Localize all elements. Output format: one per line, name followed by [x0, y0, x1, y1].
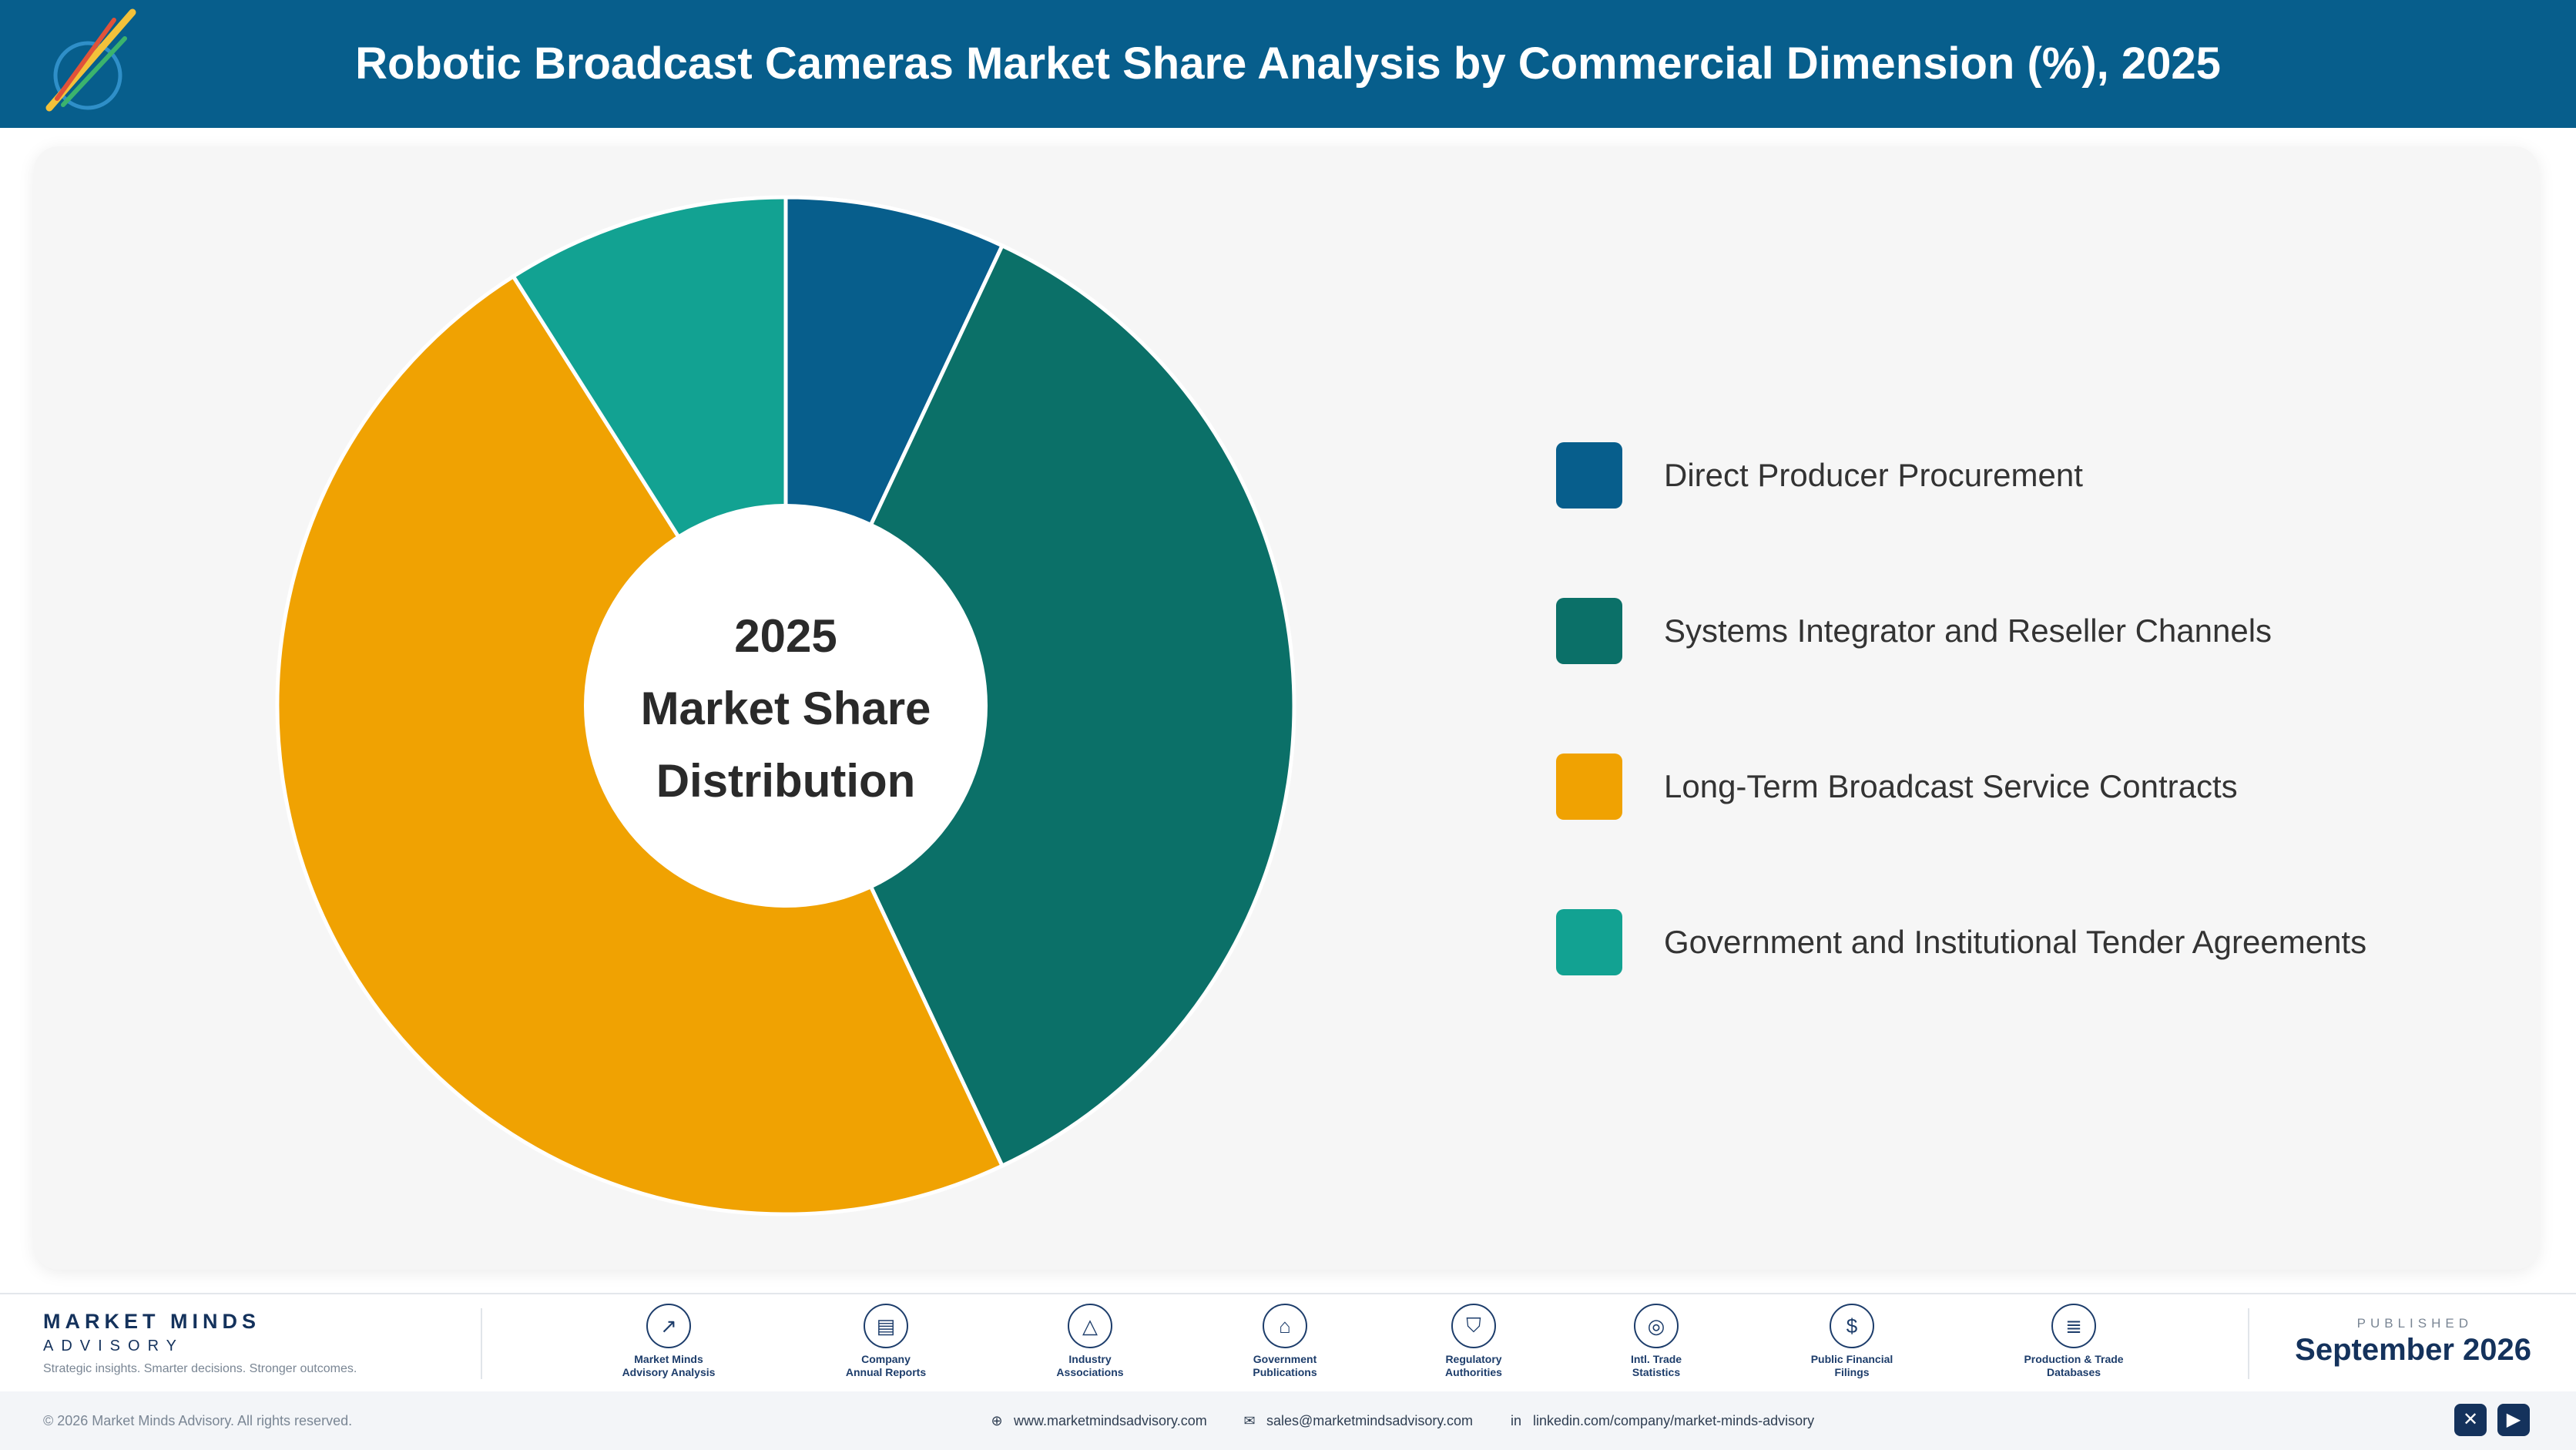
- legend-swatch: [1556, 442, 1622, 509]
- legend-swatch: [1556, 754, 1622, 820]
- source-item: ≣ Production & Trade Databases: [1989, 1304, 2158, 1379]
- linkedin-text: linkedin.com/company/market-minds-adviso…: [1533, 1413, 1815, 1428]
- website-text: www.marketmindsadvisory.com: [1014, 1413, 1207, 1428]
- document-icon: ▤: [864, 1304, 908, 1348]
- legend-item: Direct Producer Procurement: [1556, 442, 2480, 509]
- source-label: Government Publications: [1253, 1353, 1317, 1378]
- center-label-line-2: Market Share: [641, 683, 931, 734]
- source-label: Market Minds Advisory Analysis: [622, 1353, 716, 1378]
- source-item: $ Public Financial Filings: [1767, 1304, 1937, 1379]
- center-label-line-3: Distribution: [656, 755, 916, 807]
- source-label: Production & Trade Databases: [2024, 1353, 2124, 1378]
- source-label: Intl. Trade Statistics: [1630, 1353, 1682, 1378]
- source-item: ⛉ Regulatory Authorities: [1389, 1304, 1558, 1379]
- header-bar: Robotic Broadcast Cameras Market Share A…: [0, 0, 2576, 128]
- website-link[interactable]: ⊕ www.marketmindsadvisory.com: [989, 1413, 1207, 1429]
- source-item: ◎ Intl. Trade Statistics: [1571, 1304, 1741, 1379]
- globe-icon: ◎: [1634, 1304, 1679, 1348]
- copyright-text: © 2026 Market Minds Advisory. All rights…: [43, 1413, 353, 1428]
- dollar-coin-icon: $: [1830, 1304, 1874, 1348]
- globe-icon: ⊕: [991, 1413, 1003, 1428]
- chart-title: Robotic Broadcast Cameras Market Share A…: [355, 39, 2221, 89]
- source-item: ⌂ Government Publications: [1200, 1304, 1370, 1379]
- footer-top-panel: MARKET MINDS ADVISORY Strategic insights…: [0, 1294, 2576, 1391]
- x-social-button[interactable]: ✕: [2454, 1404, 2487, 1436]
- youtube-social-button[interactable]: ▶: [2497, 1404, 2530, 1436]
- chart-line-icon: ↗: [646, 1304, 691, 1348]
- company-logo: [45, 8, 136, 112]
- legend-label: Direct Producer Procurement: [1664, 457, 2083, 493]
- pie-slice-2: [783, 243, 1296, 1169]
- database-icon: ≣: [2051, 1304, 2096, 1348]
- legend-label: Government and Institutional Tender Agre…: [1664, 924, 2367, 960]
- mail-icon: ✉: [1243, 1413, 1256, 1428]
- linkedin-icon: in: [1510, 1413, 1521, 1428]
- legend-item: Government and Institutional Tender Agre…: [1556, 909, 2480, 975]
- legend-swatch: [1556, 909, 1622, 975]
- donut-hole: [584, 504, 988, 908]
- published-label: PUBLISHED: [2356, 1316, 2473, 1331]
- legend-swatch: [1556, 598, 1622, 664]
- brand-name: MARKET MINDS: [43, 1310, 260, 1333]
- chart-legend: Direct Producer Procurement Systems Integ…: [1556, 442, 2480, 1065]
- source-label: Regulatory Authorities: [1445, 1353, 1502, 1378]
- center-label-line-1: 2025: [734, 610, 837, 662]
- linkedin-link[interactable]: in linkedin.com/company/market-minds-advi…: [1508, 1413, 1814, 1429]
- legend-item: Long-Term Broadcast Service Contracts: [1556, 754, 2480, 820]
- source-item: △ Industry Associations: [1005, 1304, 1175, 1379]
- source-label: Company Annual Reports: [845, 1353, 927, 1378]
- legend-label: Systems Integrator and Reseller Channels: [1664, 613, 2272, 649]
- network-icon: △: [1068, 1304, 1112, 1348]
- source-item: ▤ Company Annual Reports: [801, 1304, 971, 1379]
- brand-tagline: Strategic insights. Smarter decisions. S…: [43, 1362, 357, 1375]
- government-building-icon: ⌂: [1263, 1304, 1307, 1348]
- x-icon: ✕: [2462, 1409, 2479, 1430]
- brand-subtitle: ADVISORY: [43, 1338, 184, 1354]
- divider: [2248, 1308, 2249, 1379]
- legend-item: Systems Integrator and Reseller Channels: [1556, 598, 2480, 664]
- email-text: sales@marketmindsadvisory.com: [1266, 1413, 1474, 1428]
- published-date: September 2026: [2295, 1333, 2531, 1367]
- source-label: Public Financial Filings: [1810, 1353, 1893, 1378]
- source-item: ↗ Market Minds Advisory Analysis: [584, 1304, 753, 1379]
- footer: MARKET MINDS ADVISORY Strategic insights…: [0, 1293, 2576, 1450]
- legend-label: Long-Term Broadcast Service Contracts: [1664, 768, 2238, 804]
- divider: [481, 1308, 482, 1379]
- email-link[interactable]: ✉ sales@marketmindsadvisory.com: [1242, 1413, 1473, 1429]
- donut-chart: 2025 Market Share Distribution: [275, 195, 1296, 1217]
- shield-icon: ⛉: [1451, 1304, 1496, 1348]
- youtube-icon: ▶: [2506, 1409, 2521, 1430]
- source-label: Industry Associations: [1056, 1353, 1124, 1378]
